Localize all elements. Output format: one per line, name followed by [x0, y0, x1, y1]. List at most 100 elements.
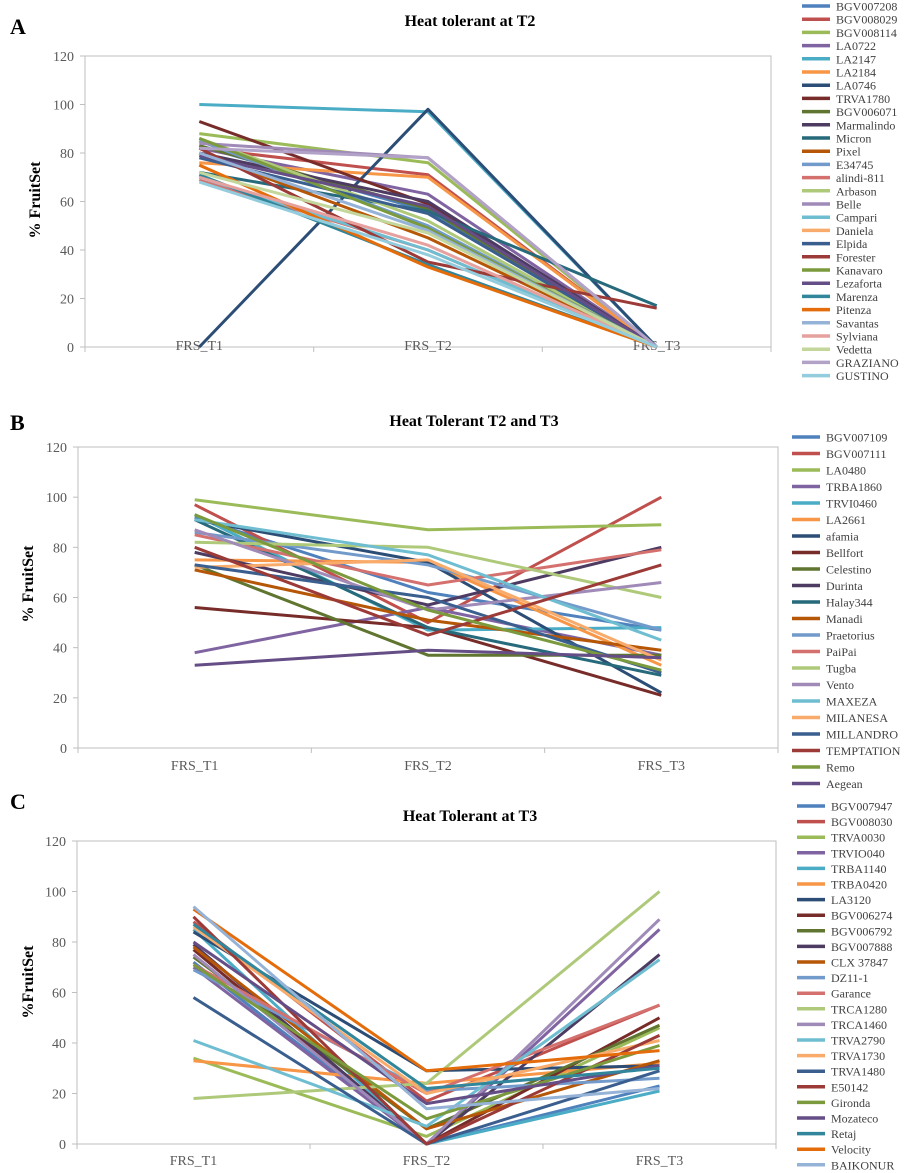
legend-item: Manadi	[826, 612, 863, 626]
legend-item: DZ11-1	[831, 971, 869, 985]
legend-item: TRVA2790	[831, 1034, 885, 1048]
legend-item: E50142	[831, 1080, 868, 1094]
chart-title: Heat Tolerant at T3	[403, 808, 537, 825]
legend-item: LA0746	[836, 79, 876, 93]
series-line-milanesa	[194, 558, 662, 662]
legend-item: Marenza	[836, 290, 879, 304]
series-line-dz11-1	[192, 968, 660, 1093]
legend-item: PaiPai	[826, 645, 857, 659]
series-line-la0746	[198, 107, 658, 349]
x-tick-label: FRS_T2	[404, 759, 451, 774]
legend-item: GRAZIANO	[836, 356, 899, 370]
legend-item: Mozateco	[831, 1112, 878, 1126]
legend-item: BGV008029	[836, 13, 897, 27]
legend-item: Sylviana	[836, 330, 879, 344]
y-tick-label: 40	[60, 244, 74, 259]
series-line-trvi0460	[194, 513, 662, 632]
legend-item: BGV007111	[826, 447, 886, 461]
series-line-retaj	[192, 923, 660, 1090]
legend-item: TRBA1140	[831, 862, 887, 876]
plot-area	[76, 840, 777, 1145]
legend-item: BGV007888	[831, 940, 892, 954]
series-line-velocity	[192, 907, 660, 1073]
y-tick-label: 20	[60, 293, 74, 308]
legend-item: Savantas	[836, 316, 879, 330]
panel-label: B	[10, 410, 25, 435]
legend-item: LA0480	[826, 464, 866, 478]
legend-item: LA0722	[836, 39, 876, 53]
series-line-la0722	[199, 146, 658, 349]
chart-panel-A: A Heat tolerant at T2 % FruitSet 0 20 40 60 80 1…	[10, 0, 899, 383]
y-tick-label: 100	[45, 886, 66, 901]
legend-item: Lezaforta	[836, 277, 883, 291]
series-line-trca1280	[193, 890, 661, 1100]
chart-title: Heat Tolerant T2 and T3	[389, 413, 558, 430]
legend-item: Pitenza	[836, 303, 872, 317]
y-tick-label: 60	[53, 592, 67, 607]
y-tick-label: 60	[60, 196, 74, 211]
legend-item: Vento	[826, 678, 854, 692]
legend-item: TRVA1480	[831, 1065, 885, 1079]
series-line-tugba	[194, 540, 662, 599]
x-tick-label: FRS_T2	[403, 1154, 450, 1169]
chart-panel-C: C Heat Tolerant at T3 %FruitSet 0 20 40 60 80 10…	[10, 789, 894, 1172]
y-axis-label: % FruitSet	[27, 161, 44, 239]
series-line-e50142	[192, 915, 661, 1146]
x-tick-label: FRS_T3	[638, 759, 685, 774]
series-line-durinta	[194, 545, 662, 607]
panel-label: C	[10, 789, 26, 814]
legend-item: alindi-811	[836, 171, 885, 185]
legend-item: BGV008114	[836, 26, 897, 40]
legend-item: Tugba	[826, 662, 857, 676]
legend-item: Remo	[826, 761, 855, 775]
legend-item: TRBA1860	[826, 480, 882, 494]
legend-item: Gironda	[831, 1096, 871, 1110]
y-axis-label: % FruitSet	[20, 545, 37, 623]
legend-item: Kanavaro	[836, 264, 883, 278]
legend-item: Vedetta	[836, 343, 873, 357]
legend-item: LA2661	[826, 513, 866, 527]
y-tick-label: 0	[59, 1138, 66, 1153]
legend-item: TRCA1280	[831, 1002, 887, 1016]
y-tick-label: 80	[53, 541, 67, 556]
y-tick-label: 120	[46, 441, 67, 456]
series-line-remo	[194, 513, 662, 672]
y-tick-label: 80	[52, 936, 66, 951]
legend-item: Forester	[836, 250, 875, 264]
series-line-maxeza	[194, 518, 662, 642]
legend-item: BGV006792	[831, 924, 892, 938]
series-line-arbason	[198, 136, 658, 349]
legend: BGV007109 BGV007111 LA0480 TRBA1860 TRVI0460…	[792, 431, 901, 791]
legend-item: TRVI0460	[826, 497, 877, 511]
legend-item: BGV007109	[826, 431, 887, 445]
legend-item: Aegean	[826, 777, 863, 791]
series-line-bgv006274	[192, 948, 661, 1146]
legend-item: CLX 37847	[831, 956, 888, 970]
legend-item: BGV008030	[831, 815, 892, 829]
legend: BGV007208BGV008029BGV008114LA0722LA2147L…	[802, 0, 899, 383]
legend-item: MAXEZA	[826, 695, 878, 709]
legend-item: BGV007947	[831, 800, 892, 814]
chart-title: Heat tolerant at T2	[405, 13, 536, 30]
legend-item: MILLANDRO	[826, 728, 898, 742]
legend-item: TRVIO040	[831, 846, 885, 860]
y-tick-label: 80	[60, 147, 74, 162]
series-line-forester	[198, 146, 657, 310]
legend-item: E34745	[836, 158, 873, 172]
series-line-la0480	[194, 498, 662, 532]
legend-item: Pixel	[836, 145, 861, 159]
legend-item: afamia	[826, 530, 859, 544]
y-tick-label: 60	[52, 987, 66, 1002]
series-line-elpida	[198, 156, 658, 349]
x-tick-label: FRS_T2	[404, 339, 451, 354]
legend-item: Bellfort	[826, 546, 864, 560]
legend-item: LA2147	[836, 52, 876, 66]
series-line-lezaforta	[198, 153, 658, 349]
legend-item: BGV006071	[836, 105, 897, 119]
series-line-baikonur	[192, 905, 660, 1111]
series-line-manadi	[194, 568, 662, 652]
legend-item: MILANESA	[826, 711, 888, 725]
y-tick-label: 40	[52, 1037, 66, 1052]
series-line-temptation	[194, 545, 662, 637]
